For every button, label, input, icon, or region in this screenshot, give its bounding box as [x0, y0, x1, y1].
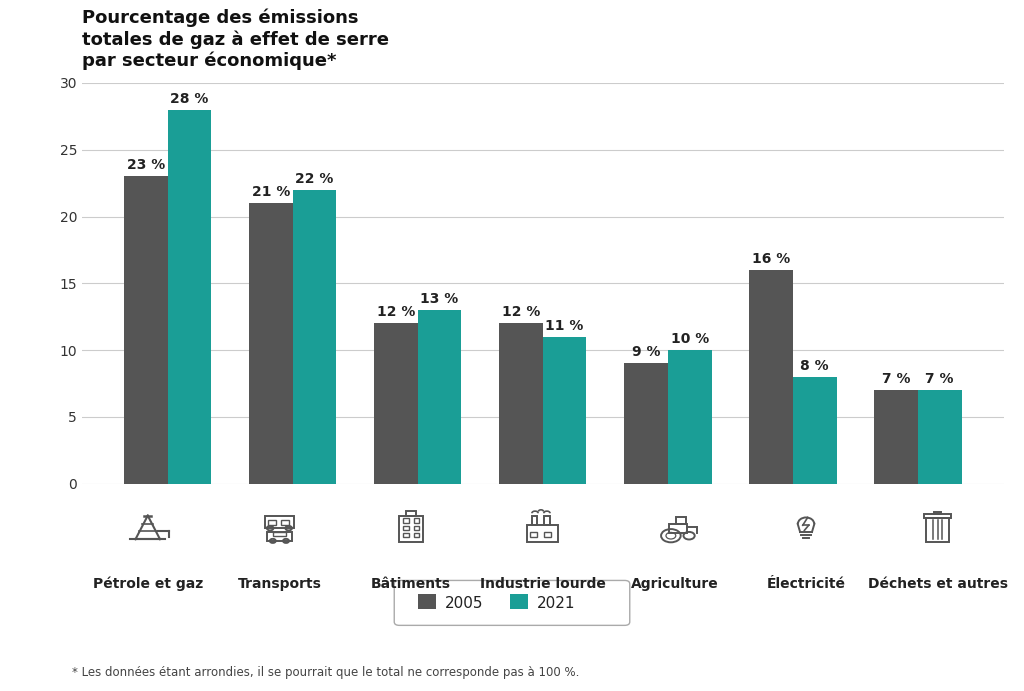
- Text: Pétrole et gaz: Pétrole et gaz: [92, 577, 203, 591]
- Text: 2005: 2005: [444, 596, 483, 611]
- Bar: [168, 110, 211, 484]
- Text: 23 %: 23 %: [127, 158, 165, 173]
- Text: 12 %: 12 %: [377, 305, 415, 319]
- Bar: [749, 270, 793, 484]
- Bar: [249, 203, 293, 484]
- Text: 9 %: 9 %: [632, 346, 660, 359]
- Text: Industrie lourde: Industrie lourde: [480, 577, 605, 591]
- Bar: [374, 323, 418, 484]
- Text: 16 %: 16 %: [752, 252, 791, 266]
- Text: 7 %: 7 %: [882, 372, 910, 386]
- Text: 13 %: 13 %: [421, 292, 459, 306]
- Text: 11 %: 11 %: [546, 319, 584, 333]
- Text: 8 %: 8 %: [801, 359, 829, 373]
- Bar: [793, 377, 837, 484]
- Text: 21 %: 21 %: [252, 185, 290, 199]
- Bar: [293, 190, 337, 484]
- Bar: [543, 337, 587, 484]
- Text: Électricité: Électricité: [767, 577, 846, 591]
- Text: Transports: Transports: [238, 577, 322, 591]
- Bar: [668, 350, 712, 484]
- Bar: [124, 176, 168, 484]
- Text: * Les données étant arrondies, il se pourrait que le total ne corresponde pas à : * Les données étant arrondies, il se pou…: [72, 665, 579, 679]
- Text: 2021: 2021: [537, 596, 575, 611]
- Text: Déchets et autres: Déchets et autres: [867, 577, 1008, 591]
- Text: 28 %: 28 %: [170, 92, 209, 106]
- Text: 12 %: 12 %: [502, 305, 540, 319]
- Bar: [874, 390, 918, 484]
- Text: 10 %: 10 %: [671, 332, 709, 346]
- Text: Pourcentage des émissions
totales de gaz à effet de serre
par secteur économique: Pourcentage des émissions totales de gaz…: [82, 9, 389, 70]
- Text: Agriculture: Agriculture: [631, 577, 718, 591]
- Bar: [418, 310, 462, 484]
- Text: 7 %: 7 %: [926, 372, 954, 386]
- Text: Bâtiments: Bâtiments: [371, 577, 451, 591]
- Bar: [918, 390, 962, 484]
- Bar: [624, 363, 668, 484]
- Text: 22 %: 22 %: [295, 172, 334, 186]
- Bar: [499, 323, 543, 484]
